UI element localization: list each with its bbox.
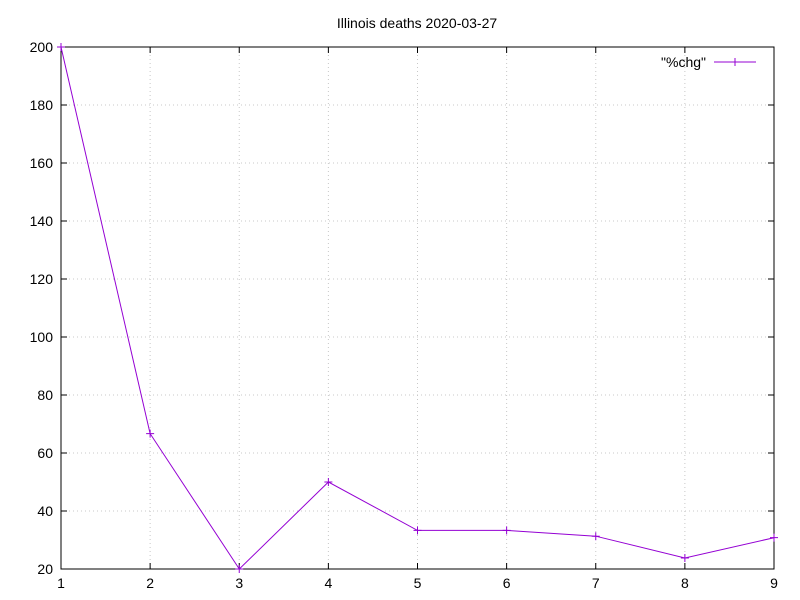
y-tick-label: 160 xyxy=(30,155,54,171)
x-tick-label: 2 xyxy=(146,575,154,591)
y-tick-label: 40 xyxy=(37,503,53,519)
y-tick-label: 120 xyxy=(30,271,54,287)
legend-label: "%chg" xyxy=(661,54,706,70)
y-tick-label: 140 xyxy=(30,213,54,229)
y-tick-label: 180 xyxy=(30,97,54,113)
x-tick-label: 7 xyxy=(592,575,600,591)
plot-frame xyxy=(60,46,775,570)
grid xyxy=(61,47,774,569)
x-tick-label: 5 xyxy=(414,575,422,591)
data-point xyxy=(235,565,244,573)
y-tick-label: 60 xyxy=(37,445,53,461)
y-tick-label: 200 xyxy=(30,39,54,55)
x-tick-label: 3 xyxy=(235,575,243,591)
data-point xyxy=(680,553,689,562)
data-point xyxy=(324,478,333,486)
y-tick-label: 20 xyxy=(37,561,53,577)
chart-title: Illinois deaths 2020-03-27 xyxy=(337,15,498,31)
data-point xyxy=(146,429,155,438)
series-layer xyxy=(57,43,778,573)
data-point xyxy=(770,533,778,542)
legend: "%chg" xyxy=(661,54,756,70)
y-tick-label: 100 xyxy=(30,329,54,345)
axis-ticks: 20 40 60 80 100 120 140 160 180 200 1 2 3 4 5 6 7 8 9 xyxy=(30,39,778,591)
x-tick-label: 4 xyxy=(324,575,332,591)
x-tick-label: 6 xyxy=(503,575,511,591)
legend-marker xyxy=(731,58,739,66)
x-tick-label: 9 xyxy=(770,575,778,591)
x-tick-label: 8 xyxy=(681,575,689,591)
y-tick-label: 80 xyxy=(37,387,53,403)
data-point xyxy=(591,532,600,541)
x-tick-label: 1 xyxy=(57,575,65,591)
data-point xyxy=(413,526,422,535)
data-point xyxy=(502,526,511,535)
data-point xyxy=(57,43,65,51)
